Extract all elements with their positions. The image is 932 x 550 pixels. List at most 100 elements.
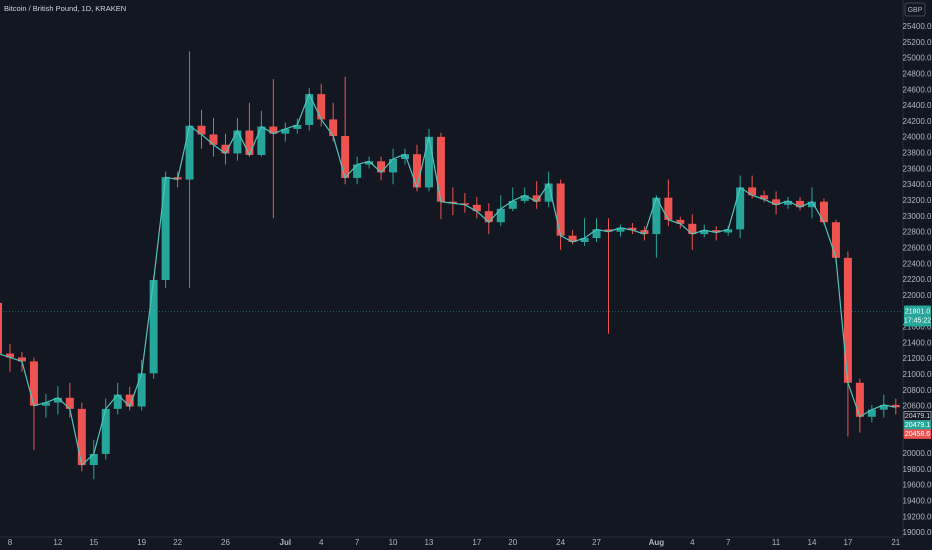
- x-tick-label: 4: [319, 538, 324, 547]
- y-tick-label: 23200.0: [903, 196, 932, 205]
- currency-label[interactable]: GBP: [908, 7, 923, 14]
- candle-body: [676, 219, 685, 224]
- candle-body: [245, 130, 254, 156]
- y-tick-label: 19000.0: [903, 528, 932, 537]
- candle-body: [568, 235, 577, 243]
- candle-body: [772, 199, 781, 205]
- candle-body: [185, 125, 194, 180]
- y-tick-label: 22800.0: [903, 228, 932, 237]
- y-tick-label: 20600.0: [903, 402, 932, 411]
- candle-body: [807, 201, 816, 208]
- candle-body: [736, 187, 745, 230]
- candle-body: [556, 183, 565, 236]
- x-tick-label: 19: [137, 538, 146, 547]
- candle-body: [436, 136, 445, 202]
- candle-body: [628, 227, 637, 231]
- y-tick-label: 20000.0: [903, 449, 932, 458]
- candle-body: [317, 94, 326, 120]
- x-tick-label: 24: [556, 538, 565, 547]
- candle-body: [341, 136, 350, 178]
- candle-body: [257, 126, 266, 156]
- candle-body: [748, 187, 757, 196]
- candle-body: [29, 361, 38, 406]
- y-tick-label: 19600.0: [903, 481, 932, 490]
- candle-body: [580, 238, 589, 243]
- candle-body: [831, 222, 840, 258]
- candle-body: [17, 357, 26, 362]
- x-tick-label: 27: [592, 538, 601, 547]
- x-tick-label: 7: [355, 538, 360, 547]
- candle-body: [855, 382, 864, 417]
- x-tick-label: 26: [221, 538, 230, 547]
- x-tick-label: Aug: [649, 538, 665, 547]
- x-tick-label: 7: [726, 538, 731, 547]
- x-tick-label: 22: [173, 538, 182, 547]
- candle-body: [472, 204, 481, 212]
- candle-body: [508, 200, 517, 209]
- x-tick-label: Jul: [280, 538, 292, 547]
- y-tick-label: 25000.0: [903, 54, 932, 63]
- candle-body: [89, 453, 98, 466]
- candle-body: [6, 353, 14, 358]
- candle-body: [353, 164, 362, 178]
- y-tick-label: 25400.0: [903, 22, 932, 31]
- candle-body: [137, 373, 146, 407]
- candle-body: [784, 200, 793, 205]
- y-tick-label: 21600.0: [903, 323, 932, 332]
- candle-body: [377, 161, 386, 173]
- y-tick-label: 25200.0: [903, 38, 932, 47]
- candle-body: [401, 154, 410, 159]
- y-tick-label: 23000.0: [903, 212, 932, 221]
- x-tick-label: 11: [772, 538, 781, 547]
- current-price-label: 21801.0: [905, 308, 930, 315]
- candle-body: [101, 408, 110, 454]
- x-tick-label: 21: [891, 538, 900, 547]
- close-line: [0, 92, 896, 467]
- price-label: 20479.1: [905, 422, 930, 429]
- x-tick-label: 4: [690, 538, 695, 547]
- y-tick-label: 22400.0: [903, 259, 932, 268]
- price-label: 20479.1: [905, 413, 930, 420]
- candle-body: [796, 200, 805, 208]
- candle-body: [233, 130, 242, 154]
- y-tick-label: 23400.0: [903, 180, 932, 189]
- candle-body: [125, 394, 134, 407]
- y-tick-label: 23600.0: [903, 164, 932, 173]
- currency-button[interactable]: [904, 2, 926, 17]
- candle-body: [0, 302, 3, 354]
- candle-body: [365, 161, 374, 165]
- candle-body: [221, 144, 230, 154]
- price-label: 20458.6: [905, 431, 930, 438]
- y-tick-label: 24800.0: [903, 69, 932, 78]
- candle-body: [460, 203, 469, 205]
- candle-body: [113, 394, 122, 409]
- candle-body: [149, 279, 158, 374]
- y-tick-label: 24200.0: [903, 117, 932, 126]
- y-tick-label: 19200.0: [903, 512, 932, 521]
- candle-body: [700, 230, 709, 235]
- y-tick-label: 24600.0: [903, 85, 932, 94]
- candle-body: [389, 158, 398, 173]
- candle-body: [544, 183, 553, 202]
- current-price-box: [904, 305, 931, 327]
- candle-body: [496, 208, 505, 223]
- candle-body: [616, 227, 625, 232]
- candle-body: [281, 128, 290, 134]
- x-tick-label: 12: [53, 538, 62, 547]
- candle-body: [843, 257, 852, 383]
- candle-body: [520, 195, 529, 201]
- candle-body: [293, 124, 302, 129]
- candle-body: [305, 94, 314, 125]
- x-tick-label: 8: [8, 538, 13, 547]
- y-tick-label: 21200.0: [903, 354, 932, 363]
- price-label-box: [903, 429, 932, 439]
- candle-body: [760, 195, 769, 200]
- y-tick-label: 20800.0: [903, 386, 932, 395]
- countdown: 17:45:22: [904, 317, 931, 324]
- candle-body: [712, 230, 721, 233]
- candle-body: [209, 134, 218, 145]
- y-tick-label: 22200.0: [903, 275, 932, 284]
- y-tick-label: 21400.0: [903, 338, 932, 347]
